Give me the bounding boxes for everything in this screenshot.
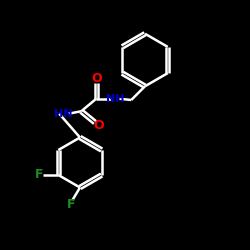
Text: F: F [67,198,76,211]
Text: O: O [94,119,104,132]
Text: O: O [91,72,102,85]
Text: F: F [34,168,43,181]
Text: HN: HN [54,109,73,119]
Text: NH: NH [106,94,124,104]
